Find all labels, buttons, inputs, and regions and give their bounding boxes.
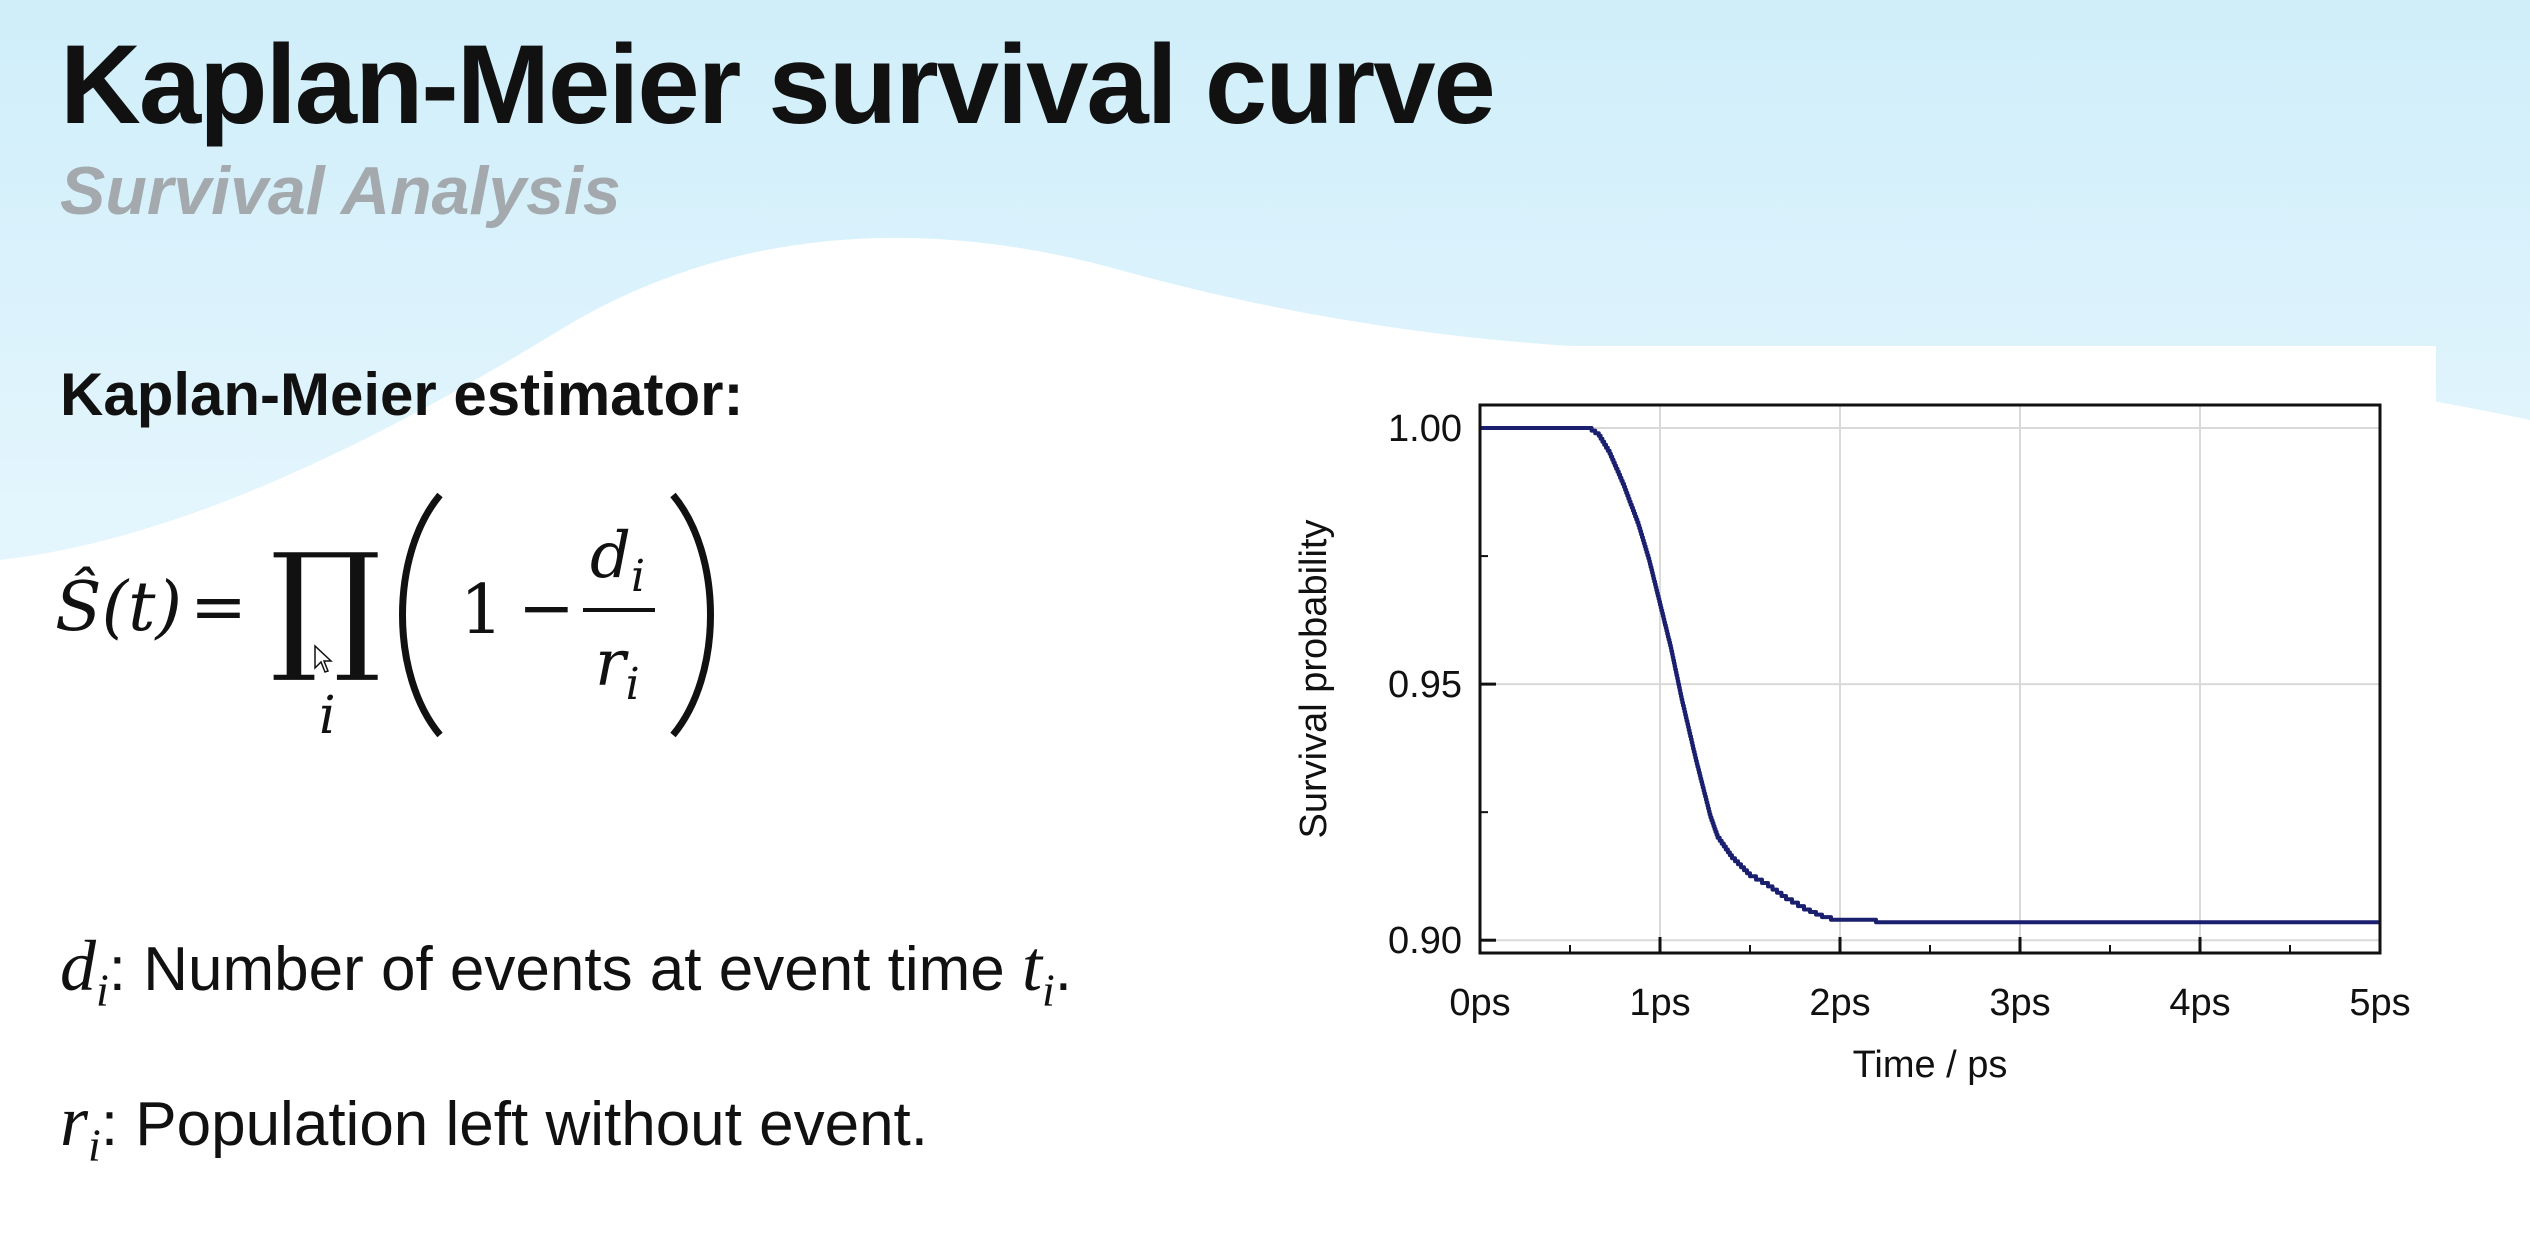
- y-tick-label: 1.00: [1388, 408, 1462, 450]
- definition-d: di: Number of events at event time ti.: [60, 925, 1072, 1016]
- mouse-cursor-icon: [314, 644, 333, 673]
- slide-title: Kaplan-Meier survival curve: [60, 22, 1496, 147]
- y-tick-label: 0.95: [1388, 664, 1462, 706]
- fraction-denominator: ri: [595, 627, 640, 710]
- definition-r: ri: Population left without event.: [60, 1080, 928, 1171]
- formula-equals: =: [190, 568, 247, 647]
- grid-layer: [1479, 405, 2381, 953]
- y-tick-label: 0.90: [1388, 920, 1462, 962]
- tick-layer: [1478, 426, 2382, 953]
- y-axis-label: Survival probability: [1293, 520, 1335, 839]
- product-index: i: [319, 686, 336, 746]
- formula-one: 1: [460, 571, 503, 650]
- x-tick-label: 5ps: [2349, 982, 2410, 1024]
- estimator-heading: Kaplan-Meier estimator:: [60, 361, 744, 428]
- survival-chart: 0ps 1ps 2ps 3ps 4ps 5ps 0.90 0.95 1.00 Time / ps…: [1293, 403, 2411, 1086]
- x-tick-label: 1ps: [1629, 982, 1690, 1024]
- x-tick-label: 3ps: [1989, 982, 2050, 1024]
- chart-panel: 0ps 1ps 2ps 3ps 4ps 5ps 0.90 0.95 1.00 Time / ps…: [1246, 346, 2436, 1146]
- km-formula: Ŝ(t) = ∏ i 1 − di ri: [55, 492, 714, 746]
- def-d-text: : Number of events at event time: [108, 935, 1022, 1004]
- left-paren: [399, 492, 443, 738]
- plot-frame: [1478, 403, 2382, 955]
- right-paren: [670, 492, 714, 738]
- x-tick-label: 0ps: [1449, 982, 1510, 1024]
- curve-layer: [1480, 426, 2380, 925]
- x-axis-label: Time / ps: [1853, 1044, 2008, 1086]
- tick-label-layer: 0ps 1ps 2ps 3ps 4ps 5ps 0.90 0.95 1.00: [1388, 408, 2411, 1024]
- slide-subtitle: Survival Analysis: [60, 153, 621, 229]
- def-d-tvar: ti: [1021, 926, 1055, 1016]
- x-tick-label: 4ps: [2169, 982, 2230, 1024]
- survival-curve: [1480, 426, 2380, 925]
- def-r-text: : Population left without event.: [100, 1090, 929, 1159]
- def-r-var: ri: [60, 1081, 101, 1171]
- def-d-end: .: [1054, 935, 1073, 1004]
- formula-minus: −: [518, 569, 575, 648]
- fraction-numerator: di: [590, 519, 645, 602]
- def-d-var: di: [60, 926, 109, 1016]
- formula-lhs: Ŝ(t): [55, 567, 182, 647]
- x-tick-label: 2ps: [1809, 982, 1870, 1024]
